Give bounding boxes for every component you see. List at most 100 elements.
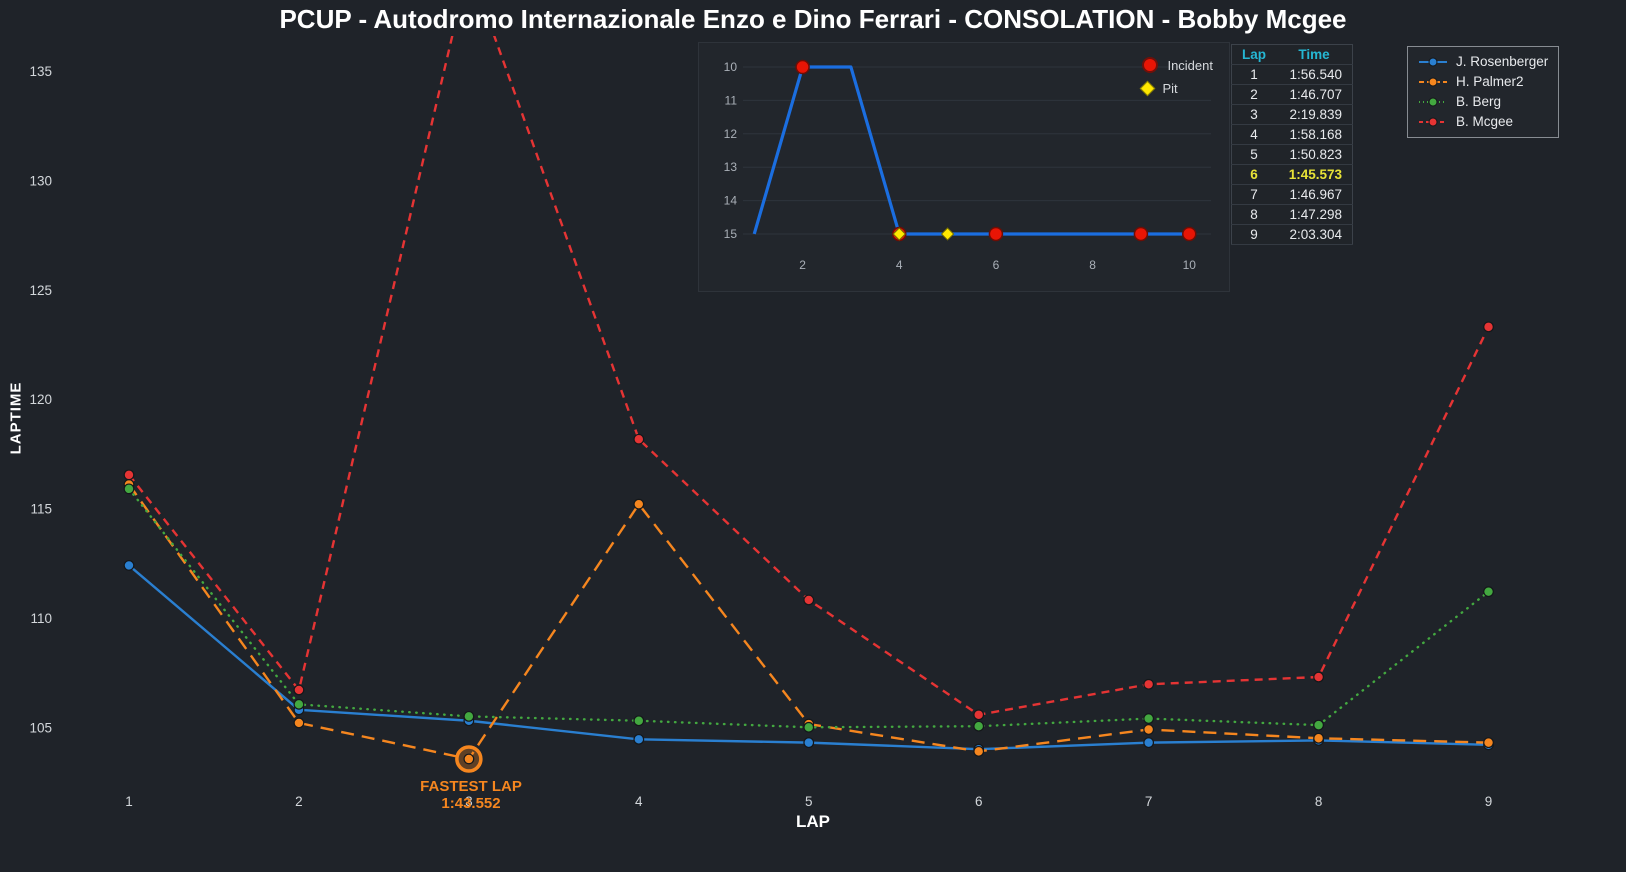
legend-line-marker-icon — [1419, 97, 1447, 106]
x-axis-label: LAP — [796, 812, 830, 831]
legend-line-marker-icon — [1419, 77, 1447, 86]
incident-icon — [1142, 57, 1159, 73]
data-point-b-berg-lap-9 — [1483, 586, 1494, 598]
incident-marker — [1182, 226, 1197, 242]
data-point-j-rosenberger-lap-7 — [1143, 737, 1155, 749]
incident-legend-item: Incident — [1142, 57, 1213, 73]
inset-x-tick-label: 8 — [1089, 258, 1096, 272]
incident-marker — [795, 59, 810, 75]
x-tick-label: 7 — [1145, 794, 1153, 809]
data-point-b-mcgee-lap-8 — [1313, 671, 1324, 683]
y-tick-label: 120 — [29, 392, 52, 407]
lap-time-cell: 1:46.707 — [1276, 84, 1353, 105]
data-point-b-mcgee-lap-6 — [973, 709, 985, 721]
x-tick-label: 9 — [1485, 794, 1493, 809]
data-point-j-rosenberger-lap-5 — [803, 737, 815, 749]
data-point-h-palmer2-lap-2 — [293, 717, 305, 729]
laptime-table: Lap Time 1 1:56.540 2 1:46.707 3 2:19.839 4 1:58.… — [1231, 44, 1354, 245]
data-point-j-rosenberger-lap-4 — [633, 733, 645, 745]
lap-time-cell: 2:03.304 — [1276, 224, 1353, 245]
lap-table-row: 5 1:50.823 — [1231, 144, 1353, 165]
lap-table-header: Time — [1276, 44, 1353, 65]
lap-time-cell: 1:47.298 — [1276, 204, 1353, 225]
data-point-b-berg-lap-4 — [633, 715, 645, 727]
legend-line-marker-icon — [1419, 117, 1447, 126]
y-tick-label: 110 — [30, 611, 52, 626]
inset-x-tick-label: 4 — [896, 258, 903, 272]
data-point-b-berg-lap-6 — [973, 720, 985, 732]
lap-number-cell: 2 — [1231, 84, 1277, 105]
position-inset-panel: 10 11 12 13 14 15 2 4 6 8 10 Incident Pit — [698, 42, 1230, 292]
data-point-b-berg-lap-1 — [123, 483, 135, 495]
data-point-b-berg-lap-5 — [803, 721, 815, 733]
lap-table-row: 4 1:58.168 — [1231, 124, 1353, 145]
inset-y-tick-label: 12 — [724, 127, 738, 141]
position-by-lap-chart: 10 11 12 13 14 15 2 4 6 8 10 — [724, 59, 1211, 272]
data-point-b-berg-lap-3 — [463, 710, 475, 722]
data-point-b-mcgee-lap-1 — [123, 469, 135, 481]
inset-y-tick-label: 14 — [724, 194, 738, 208]
series-line-b-berg — [127, 487, 1490, 729]
lap-table-row: 8 1:47.298 — [1231, 204, 1353, 225]
inset-y-tick-label: 15 — [724, 227, 738, 241]
y-tick-label: 115 — [30, 502, 52, 517]
data-point-h-palmer2-lap-6 — [973, 745, 985, 757]
y-tick-label: 125 — [29, 283, 52, 298]
x-tick-label: 3 — [465, 794, 473, 809]
legend-item-b-berg: B. Berg — [1418, 94, 1548, 109]
data-point-h-palmer2-lap-9 — [1483, 737, 1494, 749]
lap-time-cell: 2:19.839 — [1276, 104, 1353, 125]
lap-number-cell: 6 — [1231, 164, 1277, 185]
lap-table-row: 9 2:03.304 — [1231, 224, 1353, 245]
lap-table-header-row: Lap Time — [1231, 44, 1353, 65]
data-point-h-palmer2-lap-4 — [633, 498, 645, 510]
lap-table-header: Lap — [1231, 44, 1277, 65]
data-point-b-berg-lap-7 — [1143, 713, 1155, 724]
lap-table-row: 6 1:45.573 — [1231, 164, 1353, 185]
lap-number-cell: 8 — [1231, 204, 1277, 225]
data-point-b-mcgee-lap-5 — [803, 594, 815, 606]
legend-label: J. Rosenberger — [1456, 54, 1549, 69]
inset-y-tick-label: 11 — [725, 93, 738, 107]
legend-item-j-rosenberger: J. Rosenberger — [1418, 54, 1548, 69]
chart-title: PCUP - Autodromo Internazionale Enzo e D… — [279, 4, 1347, 34]
pit-legend-label: Pit — [1162, 81, 1178, 96]
data-point-j-rosenberger-lap-1 — [123, 560, 135, 571]
inset-x-tick-label: 2 — [799, 258, 806, 272]
lap-table-row: 2 1:46.707 — [1231, 84, 1353, 105]
legend-label: H. Palmer2 — [1456, 74, 1524, 89]
lap-number-cell: 9 — [1231, 224, 1277, 245]
legend-line-marker-icon — [1419, 57, 1447, 66]
lap-time-cell: 1:46.967 — [1276, 184, 1353, 205]
legend-label: B. Mcgee — [1456, 114, 1514, 129]
incident-legend-label: Incident — [1167, 57, 1213, 73]
lap-time-cell: 1:45.573 — [1276, 164, 1353, 185]
x-tick-label: 6 — [975, 794, 983, 809]
lap-number-cell: 1 — [1231, 64, 1277, 85]
fastest-lap-time: 1:43.552 — [441, 795, 501, 812]
legend-label: B. Berg — [1456, 94, 1502, 109]
x-tick-label: 2 — [295, 794, 303, 809]
inset-y-tick-label: 13 — [724, 160, 738, 174]
data-point-b-mcgee-lap-4 — [633, 433, 645, 445]
series-line-h-palmer2 — [128, 483, 1489, 761]
data-point-b-mcgee-lap-7 — [1143, 678, 1155, 690]
inset-x-tick-label: 10 — [1183, 258, 1197, 272]
pit-icon — [1140, 80, 1156, 97]
lap-number-cell: 3 — [1231, 104, 1277, 125]
x-tick-label: 1 — [125, 794, 133, 809]
lap-number-cell: 4 — [1231, 124, 1277, 145]
x-tick-label: 5 — [805, 794, 813, 809]
y-axis-label: LAPTIME — [7, 381, 25, 455]
position-line — [752, 65, 1190, 236]
x-tick-label: 8 — [1315, 794, 1323, 809]
lap-table-row: 7 1:46.967 — [1231, 184, 1353, 205]
data-point-b-berg-lap-8 — [1313, 719, 1324, 731]
data-point-h-palmer2-lap-7 — [1143, 724, 1155, 735]
fastest-lap-label: FASTEST LAP — [420, 778, 522, 795]
lap-number-cell: 5 — [1231, 144, 1277, 165]
data-point-b-mcgee-lap-9 — [1483, 321, 1494, 333]
inset-legend: Incident Pit — [1140, 57, 1213, 97]
x-tick-label: 4 — [635, 794, 643, 809]
